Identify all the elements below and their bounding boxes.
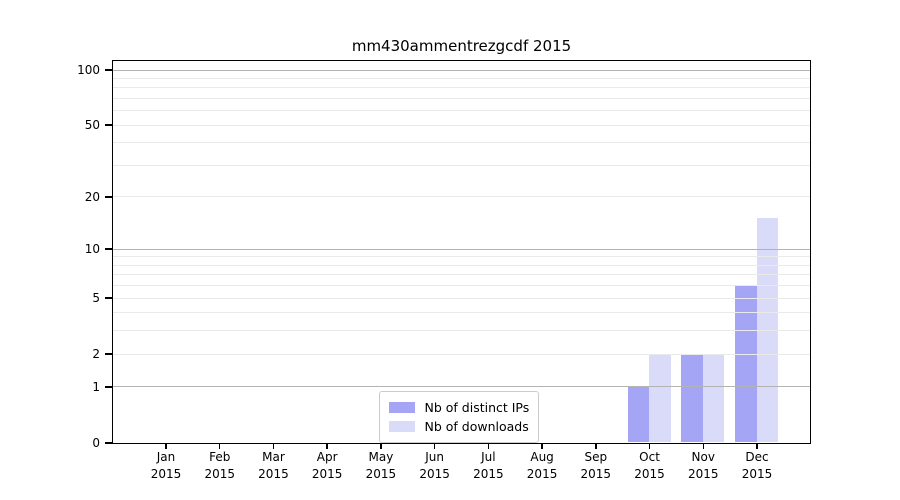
x-tick-label-dec: Dec 2015 xyxy=(717,449,797,483)
y-tick-label-50: 50 xyxy=(84,118,100,133)
x-tick-jun xyxy=(433,443,436,449)
x-tick-apr xyxy=(326,443,328,449)
x-tick-month: Nov xyxy=(691,450,715,464)
x-tick-label-mar: Mar 2015 xyxy=(233,449,313,483)
legend: Nb of distinct IPs Nb of downloads xyxy=(378,390,540,443)
x-tick-year: 2015 xyxy=(580,467,612,481)
y-gridline-major-1 xyxy=(112,386,810,388)
x-tick-label-jan: Jan 2015 xyxy=(126,449,206,483)
y-gridline-minor-60 xyxy=(112,110,810,112)
legend-label-distinct-ips: Nb of distinct IPs xyxy=(424,399,530,415)
x-tick-month: Jun xyxy=(425,450,444,464)
bar-downloads-nov xyxy=(702,353,725,443)
bar-distinct-ips-oct xyxy=(627,386,650,443)
x-tick-month: Mar xyxy=(262,450,285,464)
plot-area: Nb of distinct IPs Nb of downloads xyxy=(111,59,811,444)
x-tick-year: 2015 xyxy=(365,467,397,481)
bar-downloads-oct xyxy=(649,353,671,443)
x-tick-feb xyxy=(218,443,221,449)
y-tick-100 xyxy=(105,69,112,71)
x-tick-label-feb: Feb 2015 xyxy=(180,449,260,483)
y-tick-label-20: 20 xyxy=(84,189,100,204)
y-gridline-minor-9 xyxy=(112,256,810,258)
x-tick-label-aug: Aug 2015 xyxy=(502,449,582,483)
x-tick-year: 2015 xyxy=(687,467,719,481)
y-tick-label-2: 2 xyxy=(92,347,100,362)
legend-item-downloads: Nb of downloads xyxy=(388,417,530,436)
bar-distinct-ips-dec xyxy=(735,285,757,443)
x-tick-year: 2015 xyxy=(634,467,665,481)
chart-title: mm430ammentrezgcdf 2015 xyxy=(351,37,572,55)
y-gridline-minor-30 xyxy=(112,164,810,166)
y-tick-2 xyxy=(105,353,112,355)
y-tick-10 xyxy=(105,248,112,250)
x-tick-oct xyxy=(648,443,651,449)
x-tick-nov xyxy=(702,443,705,449)
x-tick-year: 2015 xyxy=(258,467,289,481)
y-gridline-minor-5 xyxy=(112,297,810,299)
y-gridline-minor-20 xyxy=(112,196,810,198)
grid-layer xyxy=(112,61,810,443)
x-tick-year: 2015 xyxy=(741,467,773,481)
y-tick-label-100: 100 xyxy=(77,63,100,77)
y-gridline-minor-2 xyxy=(112,353,810,355)
x-tick-month: May xyxy=(368,450,394,464)
x-tick-sep xyxy=(595,443,597,449)
y-tick-0 xyxy=(105,442,112,444)
x-tick-label-oct: Oct 2015 xyxy=(610,449,690,483)
legend-item-distinct-ips: Nb of distinct IPs xyxy=(388,398,530,417)
x-tick-dec xyxy=(756,443,758,449)
x-tick-month: Sep xyxy=(584,450,608,464)
x-tick-label-nov: Nov 2015 xyxy=(663,449,743,483)
y-gridline-major-10 xyxy=(112,248,810,250)
y-tick-20 xyxy=(105,196,112,198)
y-gridline-minor-3 xyxy=(112,330,810,332)
x-tick-month: Apr xyxy=(316,450,338,464)
x-tick-month: Oct xyxy=(639,450,660,464)
x-tick-year: 2015 xyxy=(150,467,182,481)
x-tick-label-sep: Sep 2015 xyxy=(556,449,636,483)
y-tick-1 xyxy=(105,386,112,388)
y-gridline-minor-80 xyxy=(112,87,810,89)
x-tick-year: 2015 xyxy=(419,467,450,481)
x-tick-month: Feb xyxy=(209,450,231,464)
x-tick-label-may: May 2015 xyxy=(341,449,421,483)
y-gridline-minor-4 xyxy=(112,312,810,314)
x-tick-month: Jan xyxy=(156,450,176,464)
y-gridline-minor-8 xyxy=(112,264,810,266)
legend-swatch-distinct-ips xyxy=(388,401,415,413)
y-gridline-minor-50 xyxy=(112,124,810,126)
x-tick-jan xyxy=(165,443,167,449)
y-tick-label-0: 0 xyxy=(92,436,100,450)
x-tick-year: 2015 xyxy=(473,467,504,481)
x-tick-month: Dec xyxy=(745,450,769,464)
y-gridline-minor-40 xyxy=(112,142,810,144)
y-gridline-major-100 xyxy=(112,69,810,71)
x-tick-year: 2015 xyxy=(204,467,235,481)
bar-distinct-ips-nov xyxy=(681,353,703,443)
x-tick-month: Aug xyxy=(530,450,554,464)
y-tick-50 xyxy=(105,124,112,126)
y-gridline-minor-6 xyxy=(112,285,810,287)
y-tick-label-10: 10 xyxy=(84,242,100,257)
y-gridline-minor-70 xyxy=(112,97,810,99)
y-tick-label-5: 5 xyxy=(92,291,100,306)
y-gridline-minor-7 xyxy=(112,274,810,276)
x-tick-year: 2015 xyxy=(311,467,343,481)
x-tick-label-jun: Jun 2015 xyxy=(395,449,475,483)
x-tick-aug xyxy=(541,443,543,449)
x-tick-month: Jul xyxy=(481,450,496,464)
y-tick-5 xyxy=(105,297,112,299)
x-tick-label-jul: Jul 2015 xyxy=(448,449,528,483)
x-tick-label-apr: Apr 2015 xyxy=(287,449,367,483)
x-tick-may xyxy=(380,443,382,449)
y-gridline-minor-90 xyxy=(112,77,810,79)
x-tick-mar xyxy=(272,443,275,449)
legend-swatch-downloads xyxy=(388,420,415,432)
x-tick-year: 2015 xyxy=(526,467,558,481)
x-tick-jul xyxy=(487,443,490,449)
legend-label-downloads: Nb of downloads xyxy=(424,418,529,434)
y-tick-label-1: 1 xyxy=(92,379,100,394)
